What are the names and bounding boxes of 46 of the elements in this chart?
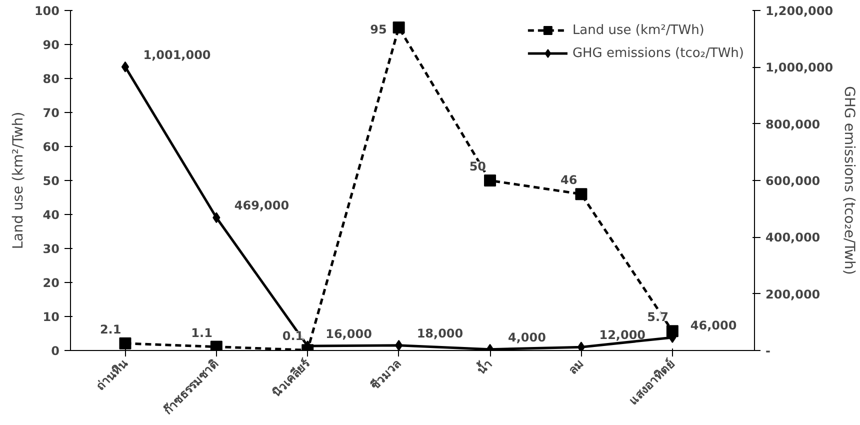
point [119, 337, 132, 350]
data-label: 50 [469, 160, 486, 174]
y2-tick-label: 600,000 [766, 174, 820, 188]
point [575, 188, 588, 200]
y-tick-label: 70 [42, 106, 60, 120]
legend-label: GHG emissions (tco₂/TWh) [572, 46, 744, 60]
y2-tick-label: 1,200,000 [766, 4, 834, 18]
y-tick-label: 60 [42, 140, 60, 154]
y-axis-title: Land use (km²/Twh) [10, 112, 26, 250]
y2-tick-label: 1,000,000 [766, 60, 834, 75]
y-tick-label: 40 [42, 208, 60, 222]
x-tick-label: น้ำ [472, 354, 495, 378]
y2-tick-label: 200,000 [766, 287, 820, 302]
y-tick-label: 10 [42, 310, 60, 324]
y2-tick-label: 400,000 [766, 230, 820, 245]
y2-tick-label: 800,000 [766, 117, 820, 132]
data-label: 0.1 [282, 329, 304, 344]
y-tick-label: 20 [42, 276, 60, 290]
data-label: 95 [370, 22, 387, 36]
y-tick-label: 50 [42, 174, 60, 188]
point [210, 340, 222, 350]
x-tick-label: ลม [566, 356, 586, 378]
point [394, 340, 403, 350]
data-label: 4,000 [508, 330, 546, 344]
data-label: 16,000 [326, 326, 372, 341]
data-label: 5.7 [647, 310, 668, 324]
data-label: 12,000 [599, 328, 646, 342]
point [484, 174, 496, 186]
y-tick-label: 30 [42, 242, 60, 256]
point [121, 61, 130, 72]
point [577, 342, 586, 350]
y-tick-label: 100 [34, 4, 60, 18]
data-label: 469,000 [234, 198, 290, 213]
y-tick-label: 90 [42, 38, 60, 52]
data-label: 46 [560, 173, 578, 188]
y2-axis-title: GHG emissions (tco₂e/Twh) [841, 86, 858, 275]
y2-tick-label: - [766, 344, 770, 358]
point [392, 22, 405, 34]
y-tick-label: 0 [51, 344, 60, 358]
data-label: 2.1 [100, 322, 122, 336]
legend-label: Land use (km²/TWh) [572, 22, 704, 38]
data-label: 46,000 [690, 318, 737, 332]
y-tick-label: 80 [42, 72, 60, 86]
data-label: 1.1 [191, 326, 212, 340]
data-label: 1,001,000 [143, 48, 211, 62]
data-label: 18,000 [416, 326, 464, 340]
